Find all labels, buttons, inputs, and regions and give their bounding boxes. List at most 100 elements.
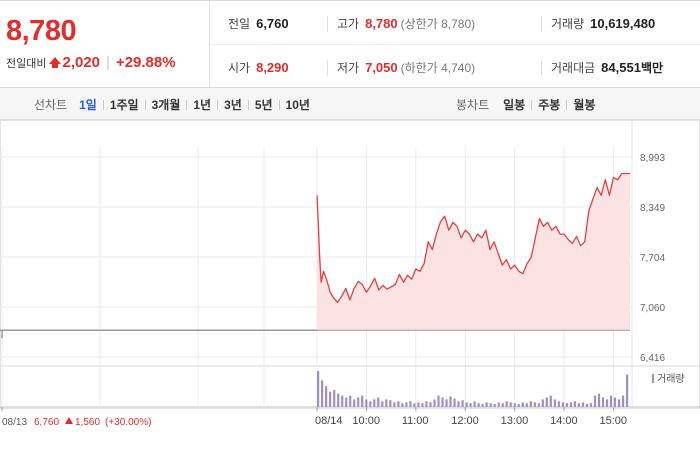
volume-bar xyxy=(385,399,388,407)
divider xyxy=(327,16,328,32)
tab-1year[interactable]: 1년 xyxy=(193,98,212,112)
volume-bar xyxy=(601,397,605,407)
divider xyxy=(541,16,542,32)
volume-bar xyxy=(433,399,436,407)
volume-bar xyxy=(413,403,416,407)
volume-bar xyxy=(581,402,584,407)
volume-bar xyxy=(349,395,352,407)
price-chart: 8,993 8,349 7,704 7,060 6,416 08/14 10:00 11:0… xyxy=(0,120,700,428)
tab-3year[interactable]: 3년 xyxy=(224,98,242,112)
x-tick-label: 08/14 xyxy=(315,415,343,427)
volume-bar xyxy=(505,401,508,407)
prev-close-label: 전일 xyxy=(228,17,251,31)
volume-bar xyxy=(569,402,572,407)
volume-bar xyxy=(449,396,452,407)
volume-bar xyxy=(609,395,613,407)
volume-label: 거래량 xyxy=(551,17,585,31)
volume-bar xyxy=(618,399,621,407)
volume-bar xyxy=(377,397,380,407)
volume-bar xyxy=(537,403,540,407)
x-tick-label: 11:00 xyxy=(402,415,429,427)
volume-bar xyxy=(585,404,589,407)
volume-legend: 거래량 xyxy=(652,373,685,385)
row-divider xyxy=(210,44,700,45)
volume-bar xyxy=(325,386,328,407)
x-tick-label: 10:00 xyxy=(352,415,380,427)
volume-bar xyxy=(589,403,593,407)
tab-daily[interactable]: 일봉 xyxy=(503,98,526,112)
volume-bar xyxy=(557,401,560,407)
tab-1week[interactable]: 1주일 xyxy=(109,98,139,112)
candle-chart-tabs: 봉차트 일봉 주봉 월봉 xyxy=(456,96,595,113)
volume-bar xyxy=(613,397,617,407)
volume-bar xyxy=(593,395,597,407)
volume-bar xyxy=(417,402,420,407)
price-line xyxy=(316,172,630,304)
volume-legend-swatch xyxy=(652,374,654,383)
volume-bar xyxy=(513,403,516,407)
tab-3month[interactable]: 3개월 xyxy=(151,98,181,112)
tab-weekly[interactable]: 주봉 xyxy=(538,98,561,112)
candle-chart-title: 봉차트 xyxy=(456,98,490,112)
x-tick-label: 14:00 xyxy=(550,415,578,427)
chart-tab-bar: 선차트 1일 1주일 3개월 1년 3년 5년 10년 봉차트 일봉 주봉 월봉 xyxy=(0,88,700,120)
divider: | xyxy=(106,54,110,71)
prev-day-label: 08/13 6,760 1,560 (+30.00%) xyxy=(2,417,151,428)
change-value: 2,020 xyxy=(62,54,101,71)
volume-bar xyxy=(469,403,472,407)
prev-close-stat: 전일 6,760 xyxy=(228,15,289,32)
volume-bar xyxy=(441,397,444,407)
amount-label: 거래대금 xyxy=(551,61,596,75)
volume-bar xyxy=(437,395,440,407)
volume-bar xyxy=(533,402,536,407)
change-label: 전일대비 xyxy=(6,57,47,70)
up-arrow-icon xyxy=(49,57,62,68)
tab-5year[interactable]: 5년 xyxy=(254,98,273,112)
volume-bar xyxy=(465,402,468,407)
tab-1day[interactable]: 1일 xyxy=(79,98,97,112)
line-chart-title: 선차트 xyxy=(34,98,68,112)
volume-legend-label: 거래량 xyxy=(657,373,685,385)
volume-bar xyxy=(481,404,484,407)
prev-day-change: 1,560 xyxy=(75,417,100,428)
open-value: 8,290 xyxy=(256,60,289,75)
volume-bar xyxy=(501,403,504,407)
y-tick-label: 8,349 xyxy=(640,203,665,214)
volume-bar xyxy=(622,395,625,407)
volume-bar xyxy=(521,402,524,407)
volume-bar xyxy=(461,400,464,407)
volume-bar xyxy=(405,402,408,407)
y-tick-label: 7,704 xyxy=(640,253,665,264)
volume-bar xyxy=(485,402,488,407)
volume-bar xyxy=(337,393,340,407)
volume-bar xyxy=(341,395,344,407)
x-tick-label: 12:00 xyxy=(451,415,479,427)
open-label: 시가 xyxy=(228,61,251,75)
x-tick-label: 15:00 xyxy=(600,415,628,427)
change-row: 전일대비 2,020 | +29.88% xyxy=(6,54,176,71)
tab-10year[interactable]: 10년 xyxy=(285,98,310,112)
tab-monthly[interactable]: 월봉 xyxy=(573,98,596,112)
volume-bar xyxy=(541,399,544,407)
volume-bar xyxy=(493,404,496,407)
volume-bar xyxy=(517,404,520,407)
amount-value: 84,551 xyxy=(601,60,641,75)
x-axis-ticks: 08/14 10:00 11:00 12:00 13:00 14:00 15:00 xyxy=(1,407,628,427)
prev-day-pct: (+30.00%) xyxy=(105,417,151,428)
volume-bar xyxy=(489,403,492,407)
current-price: 8,780 xyxy=(6,15,77,47)
volume-bar xyxy=(457,401,460,407)
volume-bar xyxy=(381,401,384,407)
amount-unit: 백만 xyxy=(640,61,664,75)
volume-bar xyxy=(421,403,424,407)
volume-bar xyxy=(369,401,372,407)
price-area xyxy=(316,172,630,331)
volume-bar xyxy=(317,370,320,407)
volume-bar xyxy=(453,398,456,407)
volume-bar xyxy=(409,401,412,407)
prev-day-up-icon xyxy=(65,417,73,424)
line-chart-tabs: 선차트 1일 1주일 3개월 1년 3년 5년 10년 xyxy=(34,96,310,113)
volume-bar xyxy=(329,391,332,407)
volume-bar xyxy=(553,399,556,407)
volume-bar xyxy=(497,402,500,407)
